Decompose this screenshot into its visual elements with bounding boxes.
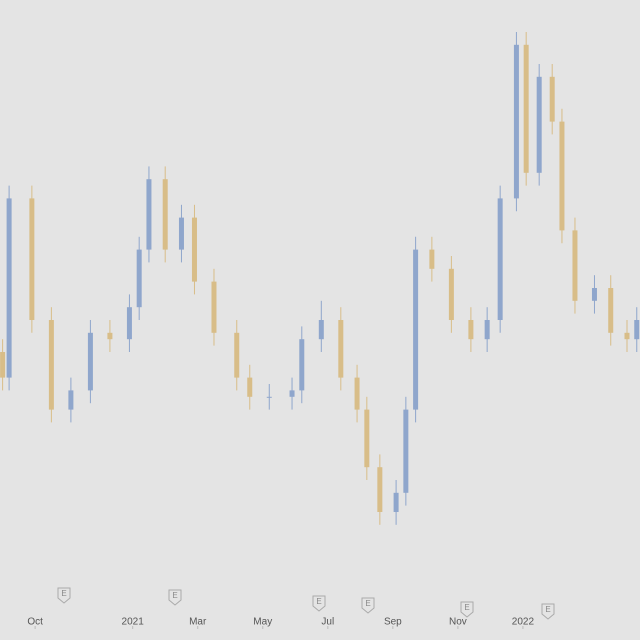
candle-body <box>354 377 360 410</box>
candle-body <box>289 390 295 397</box>
svg-text:E: E <box>365 599 370 608</box>
candle-body <box>497 198 503 320</box>
x-tick-label: May <box>253 617 272 628</box>
candle-body <box>559 121 565 231</box>
candle-body <box>393 492 399 512</box>
candle-body <box>338 320 344 378</box>
candle-body <box>364 409 370 468</box>
candle-body <box>211 281 217 333</box>
x-tick-label: Nov <box>449 617 467 628</box>
candle-body <box>377 467 383 512</box>
svg-text:E: E <box>316 597 321 606</box>
candle-body <box>549 76 555 122</box>
candle-body <box>448 268 454 320</box>
svg-text:E: E <box>464 603 469 612</box>
candle-body <box>624 332 630 340</box>
candle-body <box>572 230 578 301</box>
candle-body <box>247 377 253 397</box>
x-tick-label: Sep <box>384 617 402 628</box>
candle-body <box>6 198 12 378</box>
svg-text:E: E <box>545 605 550 614</box>
x-tick-label: Jul <box>321 617 334 628</box>
candle-body <box>523 44 529 173</box>
candle-body <box>48 320 54 410</box>
candle-body <box>591 288 597 301</box>
candle-body <box>266 396 272 398</box>
candle-body <box>468 320 474 340</box>
candle-body <box>429 249 435 269</box>
candle-body <box>29 198 35 320</box>
candle-body <box>318 320 324 340</box>
candle-body <box>191 217 197 282</box>
candle-body <box>162 179 168 250</box>
candle-body <box>107 332 113 340</box>
candle-body <box>234 332 240 378</box>
candle-body <box>608 288 614 333</box>
candle-body <box>178 217 184 250</box>
candle-body <box>484 320 490 340</box>
candle-body <box>299 339 305 391</box>
candle-body <box>146 179 152 250</box>
x-tick-label: 2022 <box>512 617 535 628</box>
candle-body <box>403 409 409 493</box>
candle-body <box>136 249 142 308</box>
x-tick-label: 2021 <box>122 617 145 628</box>
candle-body <box>413 249 419 410</box>
candle-body <box>0 352 6 378</box>
svg-text:E: E <box>172 591 177 600</box>
candle-body <box>513 44 519 199</box>
candle-body <box>536 76 542 173</box>
x-tick-label: Mar <box>189 617 207 628</box>
earnings-markers: E E E E E E <box>57 587 555 620</box>
candle-body <box>634 320 640 340</box>
svg-text:E: E <box>61 589 66 598</box>
candle-body <box>126 307 132 340</box>
candle-body <box>87 332 93 391</box>
candle-body <box>68 390 74 410</box>
x-tick-label: Oct <box>27 617 43 628</box>
